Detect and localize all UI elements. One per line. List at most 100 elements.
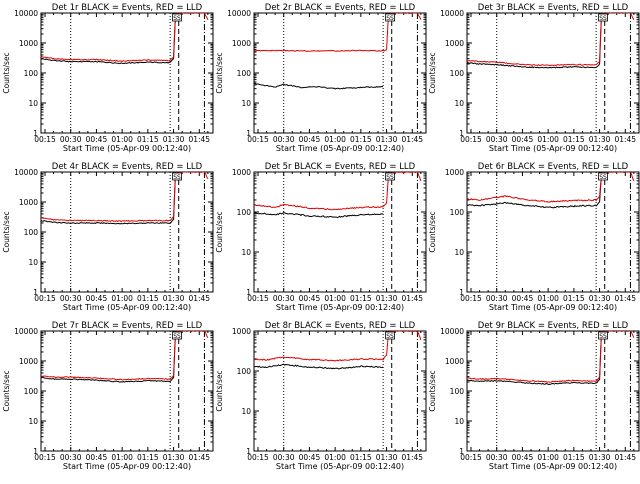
x-tick-label: 00:45 — [512, 294, 534, 303]
x-axis-label: Start Time (05-Apr-09 00:12:40) — [489, 144, 617, 153]
x-tick-label: 01:15 — [350, 294, 372, 303]
y-tick-label: 10 — [454, 417, 464, 426]
x-tick-label: 01:00 — [324, 453, 346, 462]
y-tick-label: 100 — [237, 367, 252, 376]
x-tick-label: 01:15 — [563, 453, 585, 462]
annotation-box — [598, 331, 608, 340]
x-tick-label: 00:30 — [273, 135, 295, 144]
x-tick-label: 01:15 — [137, 453, 159, 462]
y-tick-label: 1 — [33, 129, 38, 138]
y-tick-label: 1000 — [19, 198, 38, 207]
y-tick-label: 1000 — [232, 168, 251, 177]
x-axis-label: Start Time (05-Apr-09 00:12:40) — [63, 462, 191, 471]
chart-title: Det 7r BLACK = Events, RED = LLD — [52, 321, 203, 331]
y-tick-label: 1 — [246, 288, 251, 297]
y-tick-label: 10000 — [14, 327, 38, 336]
y-tick-label: 10 — [241, 99, 251, 108]
x-axis-label: Start Time (05-Apr-09 00:12:40) — [63, 144, 191, 153]
y-tick-label: 1000 — [19, 39, 38, 48]
y-tick-label: 10 — [28, 417, 38, 426]
y-tick-label: 10 — [241, 407, 251, 416]
data-layer — [41, 172, 209, 225]
x-tick-label: 01:30 — [589, 135, 611, 144]
chart-panel-1: Det 1r BLACK = Events, RED = LLD 1 10 100 10… — [2, 3, 214, 153]
series-line-lld — [41, 13, 209, 62]
x-tick-label: 00:15 — [247, 294, 269, 303]
series-line-lld — [254, 13, 422, 52]
x-tick-label: 00:15 — [247, 453, 269, 462]
x-tick-label: 01:00 — [324, 135, 346, 144]
x-tick-label: 00:45 — [86, 135, 108, 144]
y-tick-label: 1000 — [445, 357, 464, 366]
data-layer — [254, 331, 422, 370]
annotation-label: SS — [599, 15, 607, 22]
y-tick-label: 1 — [246, 129, 251, 138]
chart-title: Det 9r BLACK = Events, RED = LLD — [478, 321, 629, 331]
annotation-label: SS — [386, 174, 394, 181]
series-line-events — [254, 363, 384, 370]
annotation-box — [385, 13, 395, 22]
y-axis-label: Counts/sec — [428, 211, 437, 252]
annotation-label: SS — [386, 15, 394, 22]
y-tick-label: 1 — [246, 447, 251, 456]
x-tick-label: 01:45 — [614, 135, 636, 144]
series-line-lld — [254, 172, 422, 211]
x-tick-label: 00:15 — [460, 453, 482, 462]
annotation-label: SS — [599, 174, 607, 181]
series-line-lld — [41, 172, 209, 223]
x-tick-label: 01:45 — [614, 453, 636, 462]
x-tick-label: 01:30 — [589, 294, 611, 303]
x-tick-label: 00:45 — [512, 453, 534, 462]
x-tick-label: 01:45 — [401, 294, 423, 303]
chart-panel-9: Det 9r BLACK = Events, RED = LLD 1 10 100 10… — [428, 321, 640, 471]
y-axis-label: Counts/sec — [2, 370, 11, 411]
chart-panel-8: Det 8r BLACK = Events, RED = LLD 1 10 100 10… — [215, 321, 427, 471]
x-tick-label: 01:45 — [401, 135, 423, 144]
data-layer — [467, 331, 635, 385]
annotation-label: SS — [173, 174, 181, 181]
plot-frame — [253, 171, 427, 293]
y-tick-label: 1 — [33, 288, 38, 297]
x-axis-label: Start Time (05-Apr-09 00:12:40) — [276, 144, 404, 153]
x-tick-label: 00:30 — [486, 294, 508, 303]
x-tick-label: 00:30 — [486, 453, 508, 462]
y-tick-label: 100 — [237, 208, 252, 217]
x-tick-label: 01:00 — [537, 135, 559, 144]
y-tick-label: 10 — [454, 99, 464, 108]
annotation-box — [385, 331, 395, 340]
y-axis-label: Counts/sec — [428, 52, 437, 93]
plot-frame — [466, 12, 640, 134]
y-tick-label: 100 — [450, 208, 465, 217]
plot-frame — [40, 330, 214, 452]
y-tick-label: 10 — [241, 248, 251, 257]
plot-frame — [40, 171, 214, 293]
series-line-lld — [467, 13, 635, 67]
chart-panel-4: Det 4r BLACK = Events, RED = LLD 1 10 100 10… — [2, 162, 214, 312]
y-axis-label: Counts/sec — [215, 370, 224, 411]
x-tick-label: 01:15 — [137, 294, 159, 303]
chart-title: Det 3r BLACK = Events, RED = LLD — [478, 3, 629, 13]
y-tick-label: 10 — [454, 248, 464, 257]
y-tick-label: 10000 — [14, 9, 38, 18]
y-tick-label: 1 — [33, 447, 38, 456]
x-tick-label: 00:15 — [34, 453, 56, 462]
x-tick-label: 01:30 — [163, 453, 185, 462]
annotation-box — [172, 172, 182, 181]
y-axis-label: Counts/sec — [428, 370, 437, 411]
x-tick-label: 01:00 — [537, 294, 559, 303]
x-tick-label: 01:45 — [188, 453, 210, 462]
y-tick-label: 1000 — [232, 39, 251, 48]
y-tick-label: 10 — [28, 258, 38, 267]
x-tick-label: 00:30 — [273, 453, 295, 462]
chart-panel-5: Det 5r BLACK = Events, RED = LLD 1 10 100 10… — [215, 162, 427, 312]
y-tick-label: 1000 — [445, 168, 464, 177]
x-tick-label: 00:15 — [460, 135, 482, 144]
chart-title: Det 8r BLACK = Events, RED = LLD — [265, 321, 416, 331]
x-tick-label: 00:45 — [299, 135, 321, 144]
plot-frame — [253, 12, 427, 134]
annotation-label: SS — [386, 333, 394, 340]
x-tick-label: 00:30 — [486, 135, 508, 144]
y-axis-label: Counts/sec — [2, 211, 11, 252]
x-tick-label: 00:45 — [299, 294, 321, 303]
x-tick-label: 01:30 — [376, 135, 398, 144]
